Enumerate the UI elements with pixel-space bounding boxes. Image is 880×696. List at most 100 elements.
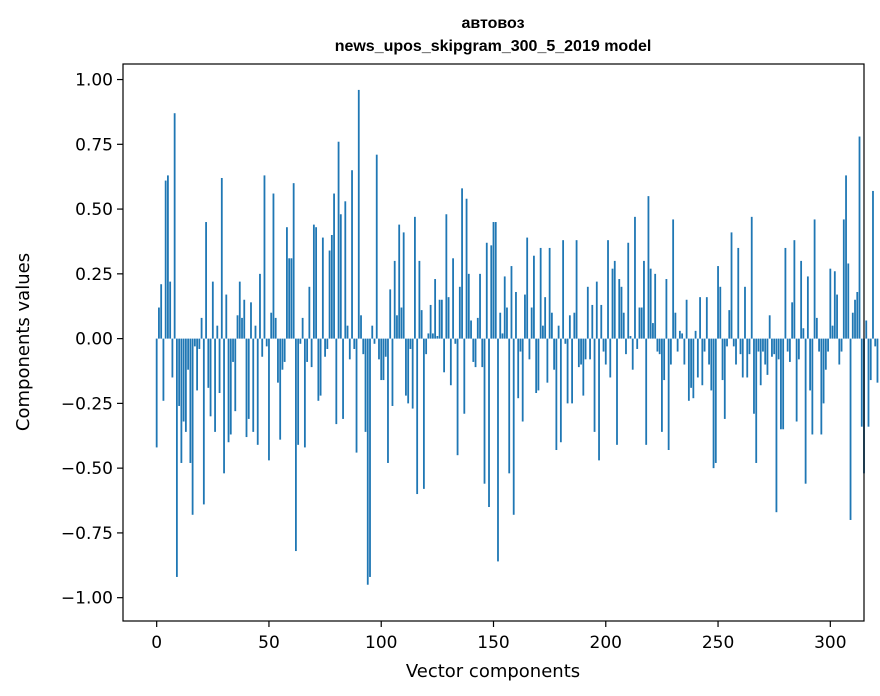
bar-component-113 <box>409 338 412 349</box>
bar-component-111 <box>405 338 407 396</box>
x-axis-ticks: 0 50 100 150 200 250 300 <box>151 621 847 653</box>
bar-component-198 <box>600 304 603 339</box>
bar-component-11 <box>180 338 183 463</box>
bar-component-241 <box>696 338 699 378</box>
bar-component-279 <box>782 338 785 430</box>
bar-component-79 <box>333 193 335 339</box>
bar-component-49 <box>265 338 268 347</box>
bar-component-30 <box>223 338 225 474</box>
bar-component-106 <box>393 260 396 339</box>
bar-component-197 <box>598 338 600 461</box>
bar-component-230 <box>672 219 675 339</box>
bar-component-22 <box>205 222 207 339</box>
bar-component-52 <box>272 193 275 339</box>
bar-component-0 <box>155 338 158 448</box>
bar-component-60 <box>290 258 293 339</box>
bar-component-50 <box>268 338 270 461</box>
bar-component-46 <box>259 273 261 339</box>
bar-component-297 <box>822 338 825 404</box>
y-tick-label: −1.00 <box>61 589 113 609</box>
bar-component-213 <box>634 216 636 339</box>
bar-component-250 <box>717 266 719 339</box>
bar-component-316 <box>865 320 868 339</box>
bar-component-130 <box>447 297 450 339</box>
bar-component-36 <box>236 315 239 339</box>
bar-component-76 <box>326 338 329 349</box>
bar-component-269 <box>759 338 762 386</box>
bar-component-58 <box>286 227 288 339</box>
bar-component-255 <box>728 310 731 339</box>
bar-component-226 <box>663 338 666 381</box>
bar-component-17 <box>193 338 196 347</box>
bar-component-38 <box>241 317 243 339</box>
bar-component-155 <box>503 276 506 339</box>
bar-component-84 <box>344 201 347 339</box>
bar-component-227 <box>665 279 668 339</box>
bar-component-295 <box>818 338 820 352</box>
bar-component-321 <box>876 338 879 383</box>
bar-component-171 <box>539 247 542 339</box>
bar-component-212 <box>631 338 634 370</box>
bar-component-253 <box>723 338 726 419</box>
bar-component-312 <box>856 291 859 339</box>
bar-component-288 <box>802 328 805 339</box>
bar-component-107 <box>396 315 398 339</box>
bar-component-133 <box>454 338 457 344</box>
bar-component-282 <box>789 338 791 362</box>
bar-component-184 <box>568 315 571 339</box>
y-axis-label: Components values <box>13 253 34 431</box>
bar-component-152 <box>497 338 499 562</box>
bar-component-6 <box>169 281 172 339</box>
bar-component-35 <box>234 338 237 412</box>
bar-component-151 <box>494 222 497 339</box>
bar-component-293 <box>813 219 816 339</box>
bar-component-177 <box>553 338 556 370</box>
bar-component-225 <box>661 338 663 432</box>
bar-component-47 <box>261 338 264 357</box>
bar-component-32 <box>227 338 230 443</box>
bar-component-56 <box>281 338 284 370</box>
bar-component-7 <box>171 338 174 378</box>
bar-component-55 <box>279 338 282 440</box>
bar-component-147 <box>485 242 488 339</box>
bar-component-217 <box>643 260 645 339</box>
bar-component-140 <box>470 320 472 339</box>
bar-component-245 <box>705 297 708 339</box>
bar-component-318 <box>869 338 872 381</box>
bar-component-2 <box>160 284 163 339</box>
bar-component-159 <box>512 338 515 515</box>
bar-component-136 <box>461 188 463 339</box>
bar-component-132 <box>452 258 454 339</box>
bar-component-41 <box>247 338 250 419</box>
bar-component-145 <box>481 338 484 368</box>
y-axis-ticks: 1.00 0.75 0.50 0.25 0.00 −0.25 −0.50 −0.75 −1.00 <box>61 71 123 609</box>
bar-component-301 <box>831 325 834 339</box>
bar-component-234 <box>681 333 684 339</box>
bar-component-48 <box>263 175 266 339</box>
bar-component-278 <box>780 338 782 430</box>
bar-component-209 <box>625 338 627 355</box>
bar-component-173 <box>544 297 547 339</box>
bar-component-5 <box>167 175 169 339</box>
bar-component-93 <box>364 338 367 432</box>
bar-component-300 <box>829 268 832 339</box>
bar-component-162 <box>519 338 522 352</box>
bar-component-116 <box>416 338 419 495</box>
bar-component-298 <box>824 338 827 370</box>
bar-component-37 <box>238 281 241 339</box>
bar-component-169 <box>535 338 538 394</box>
bar-component-71 <box>315 227 318 339</box>
bar-component-264 <box>748 338 751 355</box>
bar-component-110 <box>402 232 405 339</box>
bar-component-265 <box>750 216 753 339</box>
bar-component-247 <box>710 338 713 391</box>
bar-component-123 <box>431 333 434 339</box>
bar-component-262 <box>744 286 746 339</box>
bar-component-148 <box>488 338 490 508</box>
bar-component-65 <box>301 317 304 339</box>
bar-component-317 <box>867 338 870 427</box>
bar-component-81 <box>337 141 340 339</box>
bar-component-183 <box>566 338 569 404</box>
bar-component-95 <box>369 338 371 577</box>
